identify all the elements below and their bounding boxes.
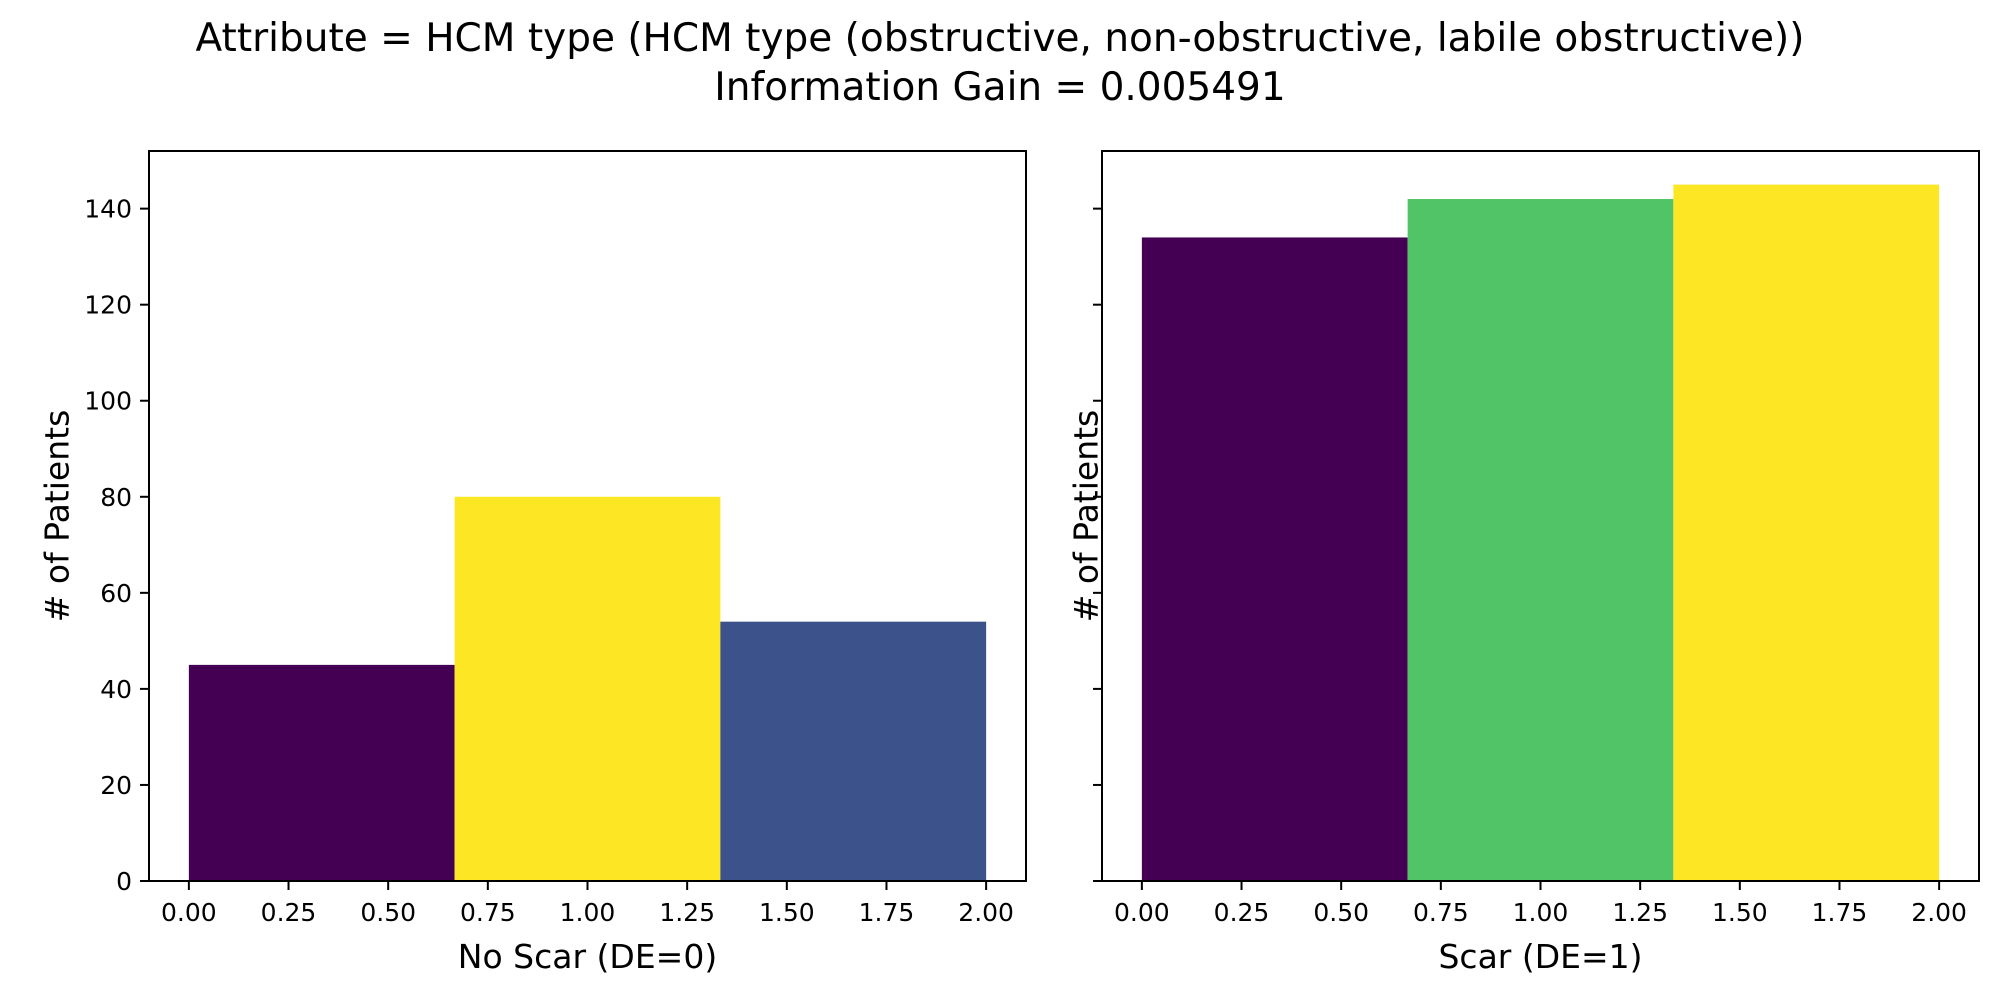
panel-1-x-tick-label: 0.75: [460, 898, 516, 927]
panel-2-x-tick-label: 1.25: [1612, 898, 1668, 927]
panel-1-y-tick-label: 40: [100, 675, 132, 704]
panel-1-y-tick-label: 80: [100, 483, 132, 512]
panel-1-x-tick-label: 0.25: [261, 898, 317, 927]
panel-1-x-tick-label: 1.75: [859, 898, 915, 927]
panel-1-y-axis-label: # of Patients: [38, 410, 77, 623]
panel-1-bar-1: [188, 664, 455, 881]
panel-1-y-tick-label: 20: [100, 771, 132, 800]
panel-2-x-tick-label: 0.50: [1313, 898, 1369, 927]
panel-2-y-axis-label: # of Patients: [1067, 410, 1106, 623]
panel-1-x-tick-label: 2.00: [958, 898, 1014, 927]
panel-1-bar-2: [454, 496, 721, 881]
title-block: Attribute = HCM type (HCM type (obstruct…: [0, 14, 2000, 112]
panel-2-bar-2: [1407, 199, 1674, 882]
chart-subtitle: Information Gain = 0.005491: [714, 65, 1286, 110]
chart-title: Attribute = HCM type (HCM type (obstruct…: [195, 16, 1805, 61]
panel-1-y-tick-label: 60: [100, 579, 132, 608]
panel-2-x-tick-label: 0.00: [1114, 898, 1170, 927]
panel-1-x-tick-label: 1.00: [560, 898, 616, 927]
panel-1-bar-3: [720, 621, 987, 881]
panel-1-x-axis-label: No Scar (DE=0): [458, 937, 717, 976]
panel-1-y-tick-label: 100: [84, 387, 132, 416]
panel-2-x-tick-label: 2.00: [1911, 898, 1967, 927]
panel-1-y-tick-label: 120: [84, 291, 132, 320]
panel-2-x-tick-label: 0.75: [1413, 898, 1469, 927]
panel-2-bar-3: [1673, 184, 1940, 882]
panel-2-x-tick-label: 1.00: [1513, 898, 1569, 927]
panel-1-x-tick-label: 0.00: [161, 898, 217, 927]
panel-2-bar-1: [1141, 237, 1408, 881]
panel-2-x-tick-label: 1.50: [1712, 898, 1768, 927]
panel-1-y-tick-label: 0: [116, 867, 132, 896]
panel-1-x-tick-label: 1.50: [759, 898, 815, 927]
panel-1-x-tick-label: 1.25: [659, 898, 715, 927]
panel-1-y-tick-label: 140: [84, 195, 132, 224]
panel-2-x-tick-label: 0.25: [1214, 898, 1270, 927]
panel-2-x-tick-label: 1.75: [1812, 898, 1868, 927]
panel-1-x-tick-label: 0.50: [360, 898, 416, 927]
panel-2-x-axis-label: Scar (DE=1): [1438, 937, 1642, 976]
